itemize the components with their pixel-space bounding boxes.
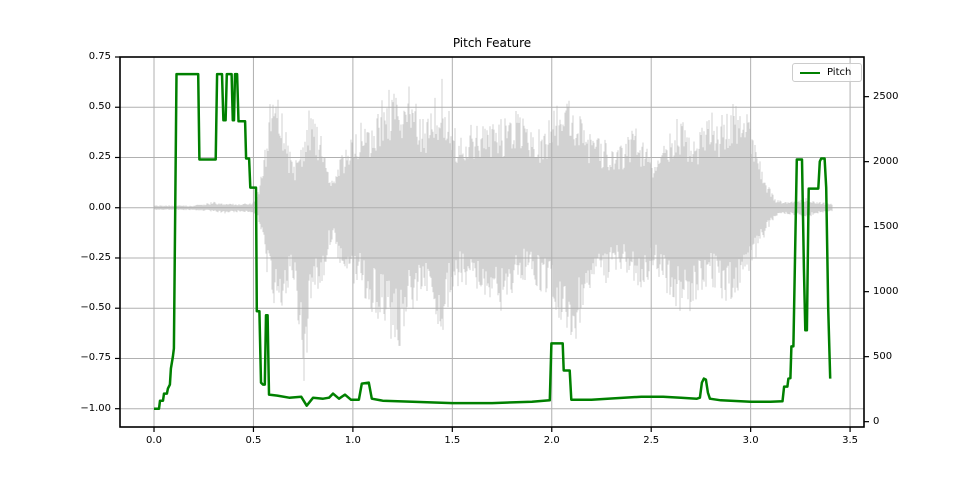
y-left-ticklabel: 0.00: [88, 201, 111, 213]
x-ticklabel: 0.5: [245, 435, 262, 446]
y-right-ticklabel: 0: [873, 415, 880, 427]
x-ticklabel: 2.5: [643, 435, 660, 446]
x-ticklabel: 3.5: [842, 435, 859, 446]
legend-label: Pitch: [827, 67, 852, 78]
y-left-ticklabel: 0.75: [88, 51, 111, 62]
y-left-ticklabel: 0.25: [88, 151, 111, 163]
x-ticklabel: 2.0: [543, 435, 560, 446]
y-right-ticklabel: 1500: [873, 220, 899, 232]
axes-spines: [119, 56, 865, 428]
y-right-ticklabel: 1000: [873, 285, 899, 297]
y-left-ticklabel: −0.75: [80, 352, 111, 364]
y-left-ticklabel: −0.50: [80, 302, 111, 314]
y-right-ticklabel: 500: [873, 350, 893, 362]
pitch-series: [154, 72, 832, 410]
y-right-ticklabel: 2000: [873, 155, 899, 167]
y-left-ticklabel: −0.25: [80, 251, 111, 263]
legend: Pitch: [792, 63, 862, 82]
y-left-ticklabel: 0.50: [88, 101, 111, 113]
y-right-ticklabel: 2500: [873, 90, 899, 102]
pitch-legend-line-icon: [800, 71, 820, 74]
y-left-ticklabel: −1.00: [80, 402, 111, 414]
x-ticklabel: 3.0: [742, 435, 759, 446]
x-ticklabel: 0.0: [146, 435, 162, 446]
x-ticklabel: 1.5: [444, 435, 461, 446]
chart-title: Pitch Feature: [452, 36, 532, 50]
x-ticklabel: 1.0: [344, 435, 361, 446]
